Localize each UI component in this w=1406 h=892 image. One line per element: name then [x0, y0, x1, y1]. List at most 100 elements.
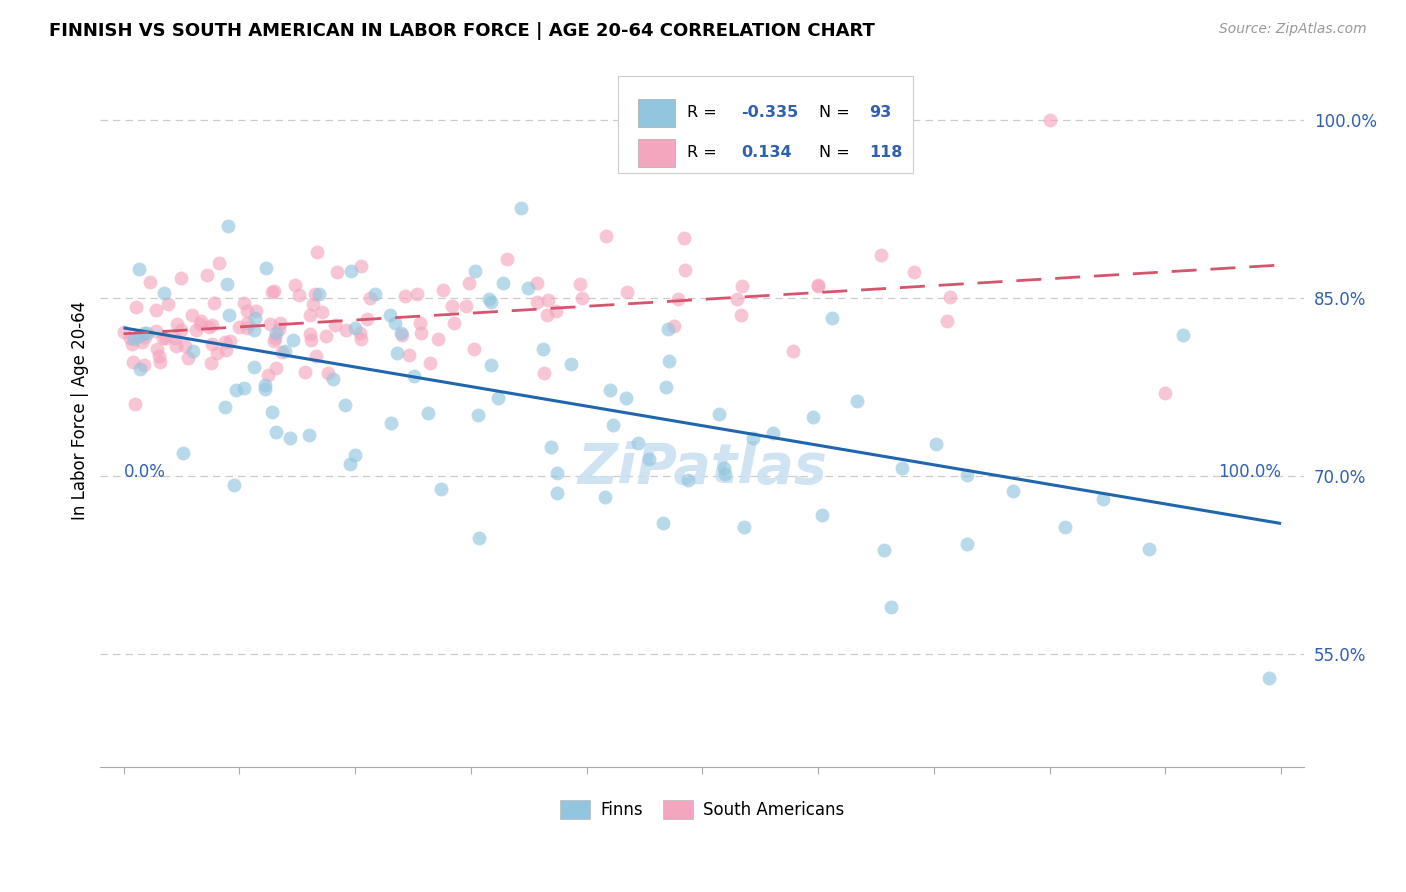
- Point: [245, 304, 267, 318]
- Point: [517, 281, 540, 295]
- Point: [956, 468, 979, 483]
- Point: [271, 345, 294, 359]
- Point: [363, 286, 385, 301]
- Point: [762, 425, 785, 440]
- Point: [153, 286, 176, 301]
- Point: [134, 330, 156, 344]
- Point: [304, 287, 326, 301]
- Point: [873, 543, 896, 558]
- Point: [880, 600, 903, 615]
- Point: [730, 308, 752, 322]
- Point: [236, 304, 259, 318]
- Point: [215, 343, 238, 358]
- Point: [569, 277, 592, 291]
- Point: [322, 372, 344, 386]
- Point: [638, 451, 661, 466]
- Point: [344, 448, 367, 462]
- Point: [148, 349, 170, 363]
- Point: [288, 288, 311, 302]
- Point: [202, 296, 225, 310]
- Point: [242, 359, 264, 374]
- Text: N =: N =: [820, 105, 855, 120]
- Point: [713, 460, 735, 475]
- Point: [406, 287, 429, 301]
- Point: [443, 316, 465, 330]
- Point: [457, 276, 479, 290]
- Point: [486, 391, 509, 405]
- Point: [195, 268, 218, 282]
- Point: [198, 320, 221, 334]
- Point: [305, 349, 328, 363]
- Text: 0.134: 0.134: [741, 145, 792, 161]
- Point: [616, 285, 638, 300]
- Point: [478, 292, 501, 306]
- Point: [184, 322, 207, 336]
- Text: 0.0%: 0.0%: [124, 463, 166, 481]
- Point: [479, 295, 502, 310]
- Point: [201, 337, 224, 351]
- Point: [464, 264, 486, 278]
- Point: [315, 329, 337, 343]
- Point: [294, 365, 316, 379]
- Point: [782, 343, 804, 358]
- Point: [264, 425, 287, 439]
- Point: [218, 308, 240, 322]
- Point: [496, 252, 519, 267]
- Point: [936, 314, 959, 328]
- Point: [626, 435, 648, 450]
- Point: [156, 297, 179, 311]
- Point: [236, 316, 259, 330]
- Point: [526, 276, 548, 290]
- Point: [419, 356, 441, 370]
- Point: [1053, 520, 1076, 534]
- Point: [666, 292, 689, 306]
- Point: [298, 427, 321, 442]
- Point: [821, 311, 844, 326]
- Point: [299, 333, 322, 347]
- Point: [215, 277, 238, 292]
- Point: [398, 348, 420, 362]
- Point: [274, 344, 297, 359]
- Point: [925, 437, 948, 451]
- Point: [259, 317, 281, 331]
- Point: [657, 322, 679, 336]
- Text: ZiPatlas: ZiPatlas: [578, 441, 827, 495]
- Point: [269, 317, 291, 331]
- Point: [125, 300, 148, 314]
- Point: [146, 342, 169, 356]
- Bar: [638, 99, 675, 128]
- Legend: Finns, South Americans: Finns, South Americans: [554, 793, 851, 826]
- Point: [122, 355, 145, 369]
- Point: [124, 397, 146, 411]
- Point: [335, 322, 357, 336]
- Point: [177, 351, 200, 366]
- Point: [409, 316, 432, 330]
- Point: [593, 490, 616, 504]
- Point: [128, 362, 150, 376]
- Bar: [638, 139, 675, 167]
- Point: [1258, 671, 1281, 685]
- Point: [440, 299, 463, 313]
- Point: [339, 457, 361, 471]
- Point: [208, 256, 231, 270]
- Point: [510, 202, 533, 216]
- Point: [903, 265, 925, 279]
- Point: [281, 333, 304, 347]
- Point: [257, 368, 280, 383]
- Point: [350, 332, 373, 346]
- Point: [344, 321, 367, 335]
- Point: [181, 308, 204, 322]
- Point: [432, 283, 454, 297]
- Point: [118, 331, 141, 345]
- Point: [463, 342, 485, 356]
- Point: [233, 381, 256, 395]
- Point: [673, 230, 696, 244]
- Point: [172, 446, 194, 460]
- Point: [595, 228, 617, 243]
- Point: [536, 308, 558, 322]
- Point: [537, 293, 560, 307]
- Point: [402, 369, 425, 384]
- Point: [170, 271, 193, 285]
- Point: [269, 322, 291, 336]
- Text: N =: N =: [820, 145, 855, 161]
